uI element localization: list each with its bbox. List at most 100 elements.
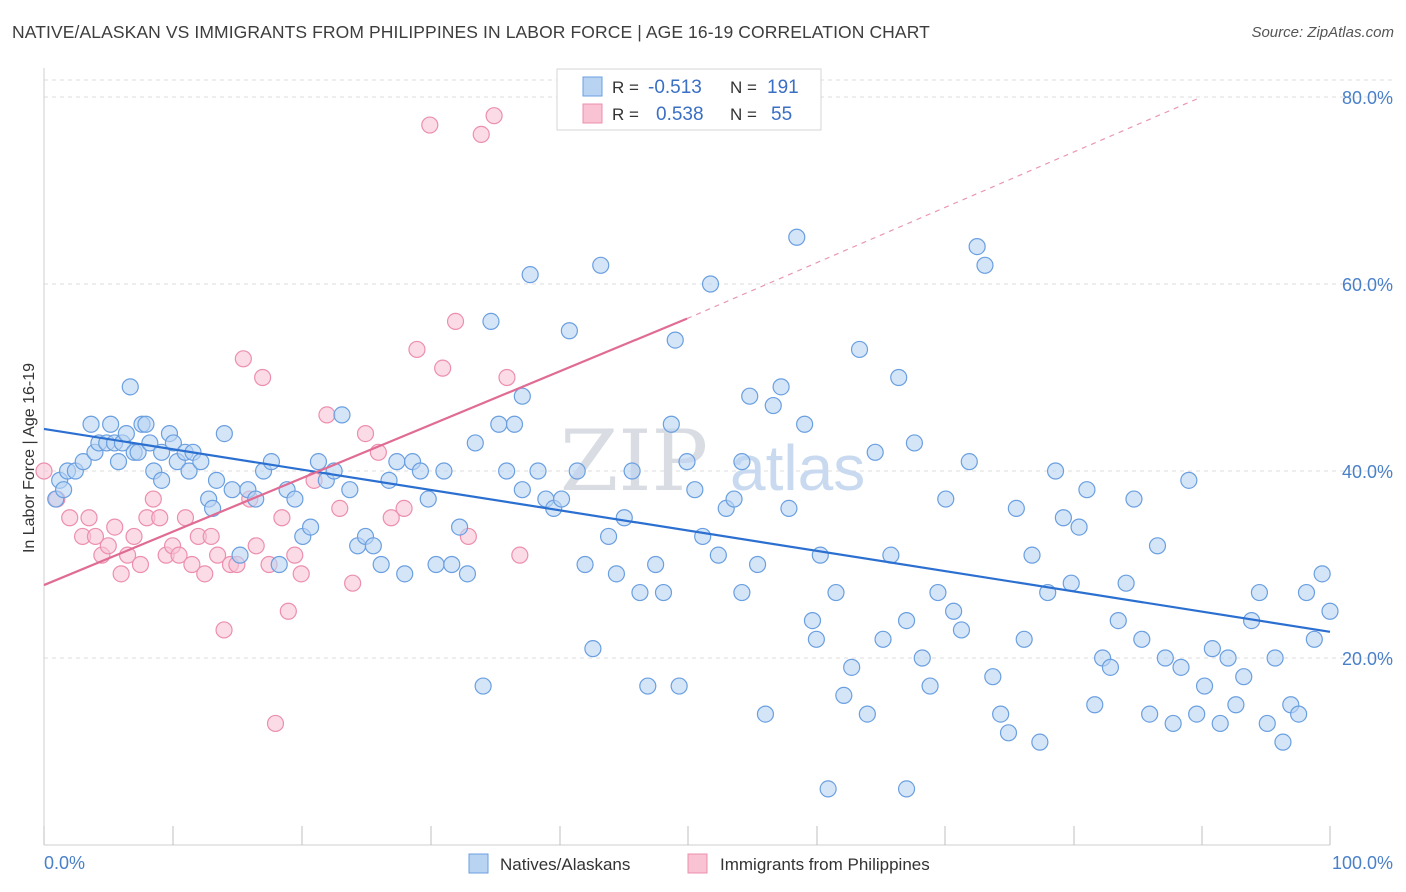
bottom-legend-philippines: Immigrants from Philippines — [720, 855, 930, 874]
natives-point-104 — [741, 387, 759, 405]
philippines-point-0 — [35, 462, 53, 480]
natives-point-112 — [803, 611, 822, 630]
natives-point-164 — [1195, 677, 1214, 695]
natives-point-149 — [1078, 481, 1096, 499]
natives-point-83 — [592, 256, 610, 274]
natives-point-122 — [874, 630, 892, 648]
natives-point-165 — [1203, 640, 1221, 658]
natives-point-98 — [701, 275, 720, 293]
natives-point-34 — [215, 425, 233, 443]
natives-point-50 — [341, 481, 359, 499]
trend-lines — [43, 96, 1331, 633]
natives-point-95 — [678, 453, 696, 471]
philippines-point-53 — [498, 368, 516, 387]
natives-point-120 — [858, 705, 876, 723]
philippines-point-54 — [511, 546, 529, 564]
philippines-point-2 — [61, 509, 79, 527]
legend-n-label-1: N = — [730, 78, 757, 97]
natives-point-166 — [1211, 714, 1229, 733]
natives-point-155 — [1125, 490, 1143, 508]
x-tick-label-max: 100.0% — [1332, 853, 1393, 873]
legend-r-label-2: R = — [612, 105, 639, 124]
natives-point-68 — [482, 312, 500, 330]
natives-point-55 — [380, 471, 398, 489]
natives-point-25 — [164, 434, 182, 452]
natives-point-87 — [623, 462, 641, 480]
natives-point-154 — [1117, 574, 1135, 592]
philippines-point-20 — [183, 555, 201, 574]
philippines-point-18 — [170, 546, 188, 564]
natives-point-66 — [466, 434, 484, 452]
natives-point-157 — [1141, 705, 1159, 723]
philippines-point-41 — [344, 574, 362, 592]
philippines-point-40 — [331, 499, 349, 517]
natives-point-30 — [192, 453, 210, 471]
natives-point-148 — [1070, 518, 1088, 536]
natives-point-103 — [733, 583, 751, 602]
philippines-point-39 — [318, 406, 336, 424]
natives-point-152 — [1101, 658, 1120, 676]
y-axis-label: In Labor Force | Age 16-19 — [21, 363, 38, 553]
natives-point-79 — [560, 322, 578, 340]
natives-point-65 — [458, 565, 477, 583]
natives-point-5 — [74, 453, 92, 471]
natives-point-36 — [231, 546, 249, 564]
natives-point-109 — [780, 499, 798, 517]
grid-lines — [44, 79, 1393, 659]
natives-point-173 — [1266, 649, 1284, 667]
natives-point-111 — [796, 415, 814, 433]
natives-point-15 — [121, 378, 139, 396]
natives-point-163 — [1188, 705, 1206, 723]
philippines-point-48 — [434, 359, 452, 377]
legend-swatch-philippines — [582, 103, 603, 124]
natives-point-126 — [897, 780, 916, 798]
philippines-point-46 — [408, 340, 426, 359]
natives-point-74 — [521, 266, 539, 284]
natives-point-82 — [584, 640, 602, 658]
natives-point-140 — [1007, 499, 1025, 517]
natives-point-6 — [82, 415, 100, 433]
x-tick-label-min: 0.0% — [44, 853, 85, 873]
natives-point-156 — [1133, 630, 1151, 648]
natives-point-72 — [513, 387, 531, 405]
philippines-point-31 — [254, 368, 272, 387]
natives-point-92 — [662, 415, 680, 433]
legend-swatch-natives — [582, 76, 603, 97]
philippines-point-42 — [356, 425, 375, 443]
natives-point-162 — [1180, 471, 1198, 489]
philippines-point-49 — [446, 312, 465, 330]
axes — [43, 68, 1331, 846]
natives-point-75 — [529, 462, 547, 480]
natives-point-96 — [686, 481, 704, 499]
natives-point-63 — [443, 555, 461, 574]
philippines-point-45 — [395, 499, 413, 517]
natives-point-60 — [419, 490, 437, 508]
natives-point-53 — [364, 537, 382, 555]
natives-point-90 — [647, 555, 665, 574]
natives-point-108 — [772, 378, 790, 396]
natives-point-70 — [498, 462, 516, 480]
natives-point-119 — [850, 340, 869, 359]
natives-point-135 — [968, 238, 986, 256]
natives-point-141 — [1015, 630, 1033, 648]
bottom-legend: Natives/Alaskans Immigrants from Philipp… — [468, 853, 930, 874]
natives-point-94 — [670, 677, 688, 695]
natives-point-85 — [607, 565, 626, 583]
natives-point-142 — [1023, 546, 1041, 564]
natives-point-159 — [1156, 649, 1174, 667]
philippines-point-24 — [209, 546, 227, 564]
natives-point-45 — [302, 518, 320, 536]
natives-point-91 — [654, 583, 673, 602]
natives-point-86 — [615, 509, 633, 527]
natives-point-35 — [223, 481, 241, 499]
natives-point-171 — [1250, 583, 1269, 602]
philippines-point-30 — [247, 537, 265, 555]
natives-point-11 — [109, 453, 128, 471]
natives-point-49 — [333, 406, 351, 424]
philippines-point-4 — [80, 509, 98, 527]
natives-point-161 — [1172, 658, 1190, 676]
natives-point-57 — [396, 565, 414, 583]
natives-point-121 — [866, 443, 884, 461]
bottom-legend-swatch-natives — [468, 853, 489, 874]
